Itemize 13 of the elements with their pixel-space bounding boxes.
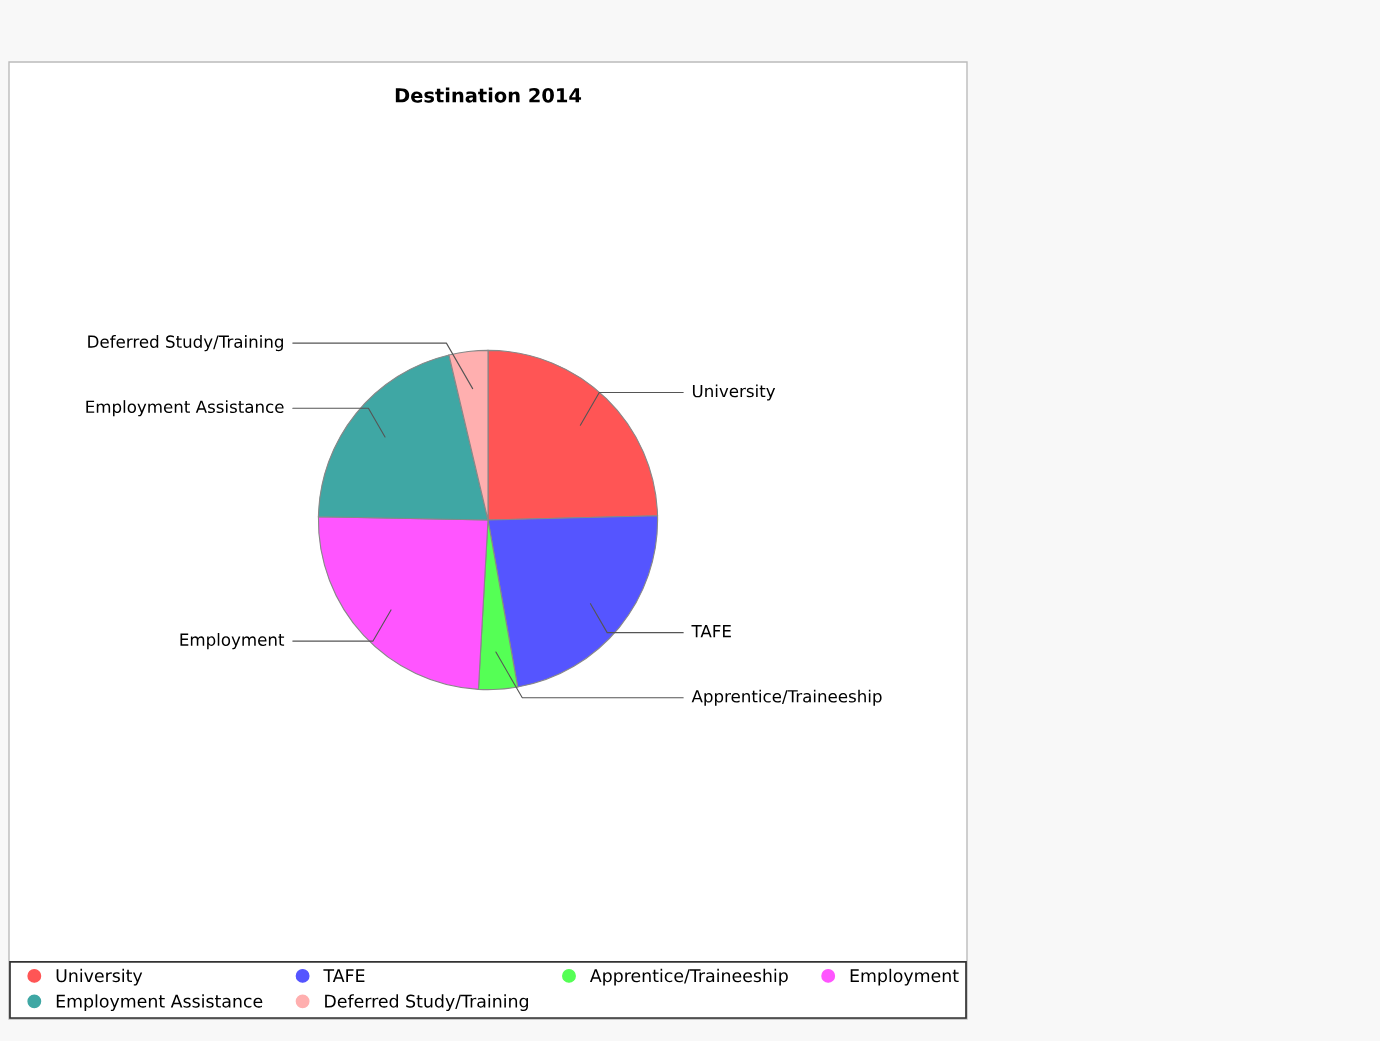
slice-label: TAFE bbox=[691, 625, 731, 638]
legend-label: Apprentice/Traineeship bbox=[589, 968, 788, 986]
slice-label: University bbox=[692, 384, 776, 401]
legend-label: TAFE bbox=[323, 969, 365, 982]
slice-label: Employment bbox=[180, 633, 285, 650]
slice-label: Deferred Study/Training bbox=[88, 335, 283, 352]
legend-label: Employment Assistance bbox=[56, 994, 263, 1012]
legend-label: Deferred Study/Training bbox=[325, 994, 528, 1012]
slice-label: Apprentice/Traineeship bbox=[691, 689, 882, 706]
legend-label: University bbox=[56, 968, 143, 986]
slice-label: Employment Assistance bbox=[86, 400, 284, 417]
chart-title: Destination 2014 bbox=[395, 87, 582, 103]
legend-label: Employment bbox=[850, 968, 959, 986]
